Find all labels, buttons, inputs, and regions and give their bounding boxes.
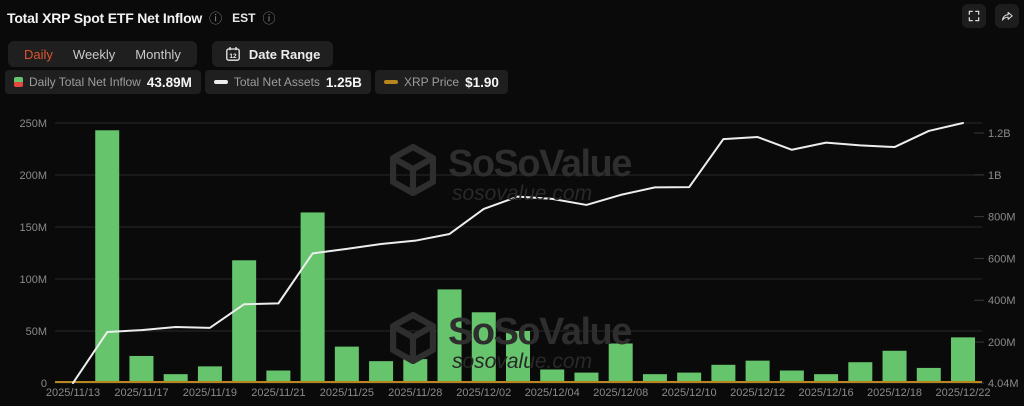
timezone-label: EST: [232, 11, 256, 25]
inflow-bar[interactable]: [745, 360, 770, 383]
inflow-bar[interactable]: [232, 260, 257, 383]
net-assets-line[interactable]: [72, 122, 964, 384]
x-axis-label: 2025/12/22: [935, 387, 990, 399]
header-buttons: [962, 4, 1019, 28]
right-axis-label: 200M: [988, 337, 1016, 349]
inflow-bar[interactable]: [574, 372, 599, 383]
date-range-button[interactable]: 12 Date Range: [211, 41, 334, 67]
tab-weekly[interactable]: Weekly: [72, 46, 116, 62]
net-assets-dash-icon: [213, 80, 228, 84]
legend-label: XRP Price: [403, 75, 460, 89]
inflow-bar[interactable]: [471, 312, 496, 383]
left-axis-label: 0: [41, 378, 47, 390]
x-axis-label: 2025/12/16: [799, 387, 854, 399]
share-icon: [1001, 11, 1013, 21]
inflow-bar[interactable]: [300, 212, 325, 383]
inflow-bar[interactable]: [197, 366, 222, 383]
inflow-bar[interactable]: [608, 343, 633, 383]
inflow-bar[interactable]: [779, 370, 804, 383]
inflow-bar[interactable]: [711, 364, 736, 383]
left-axis-label: 200M: [19, 170, 47, 182]
inflow-bar[interactable]: [129, 355, 154, 383]
inflow-bar[interactable]: [266, 370, 291, 383]
legend-label: Daily Total Net Inflow: [29, 75, 141, 89]
left-axis-label: 150M: [19, 222, 47, 234]
controls-row: Daily Weekly Monthly 12 Date Range: [8, 41, 334, 67]
inflow-bar[interactable]: [334, 346, 359, 383]
frequency-tabs: Daily Weekly Monthly: [8, 41, 197, 67]
svg-text:12: 12: [229, 53, 237, 60]
chart-area: 250M 200M 150M 100M 50M 0 1.2B 1B 800M 600M 400M 20…: [0, 100, 1024, 406]
right-axis-label: 1.2B: [988, 128, 1011, 140]
xrp-price-dash-icon: [383, 80, 398, 84]
tab-monthly[interactable]: Monthly: [135, 46, 181, 62]
left-axis-label: 50M: [26, 326, 47, 338]
fullscreen-button[interactable]: [962, 4, 986, 28]
right-axis-label: 600M: [988, 253, 1016, 265]
legend-value: 1.25B: [325, 74, 362, 90]
legend-value: $1.90: [465, 74, 499, 90]
inflow-bar[interactable]: [95, 130, 120, 383]
inflow-bar[interactable]: [642, 374, 667, 383]
right-axis-label: 800M: [988, 212, 1016, 224]
x-axis-label: 2025/12/12: [730, 387, 785, 399]
inflow-bar[interactable]: [540, 369, 565, 383]
inflow-bar[interactable]: [403, 359, 428, 383]
chart-legend: Daily Total Net Inflow 43.89M Total Net …: [5, 70, 508, 94]
inflow-bar[interactable]: [848, 362, 873, 383]
tab-daily[interactable]: Daily: [24, 46, 53, 62]
inflow-bar[interactable]: [814, 374, 839, 383]
legend-value: 43.89M: [146, 74, 192, 90]
inflow-bar[interactable]: [677, 372, 702, 383]
x-axis-label: 2025/11/19: [183, 387, 237, 399]
inflow-bar[interactable]: [369, 361, 394, 383]
x-axis-label: 2025/12/18: [867, 387, 922, 399]
share-button[interactable]: [995, 4, 1019, 28]
inflow-bar[interactable]: [916, 367, 941, 383]
x-axis-label: 2025/11/21: [251, 387, 305, 399]
legend-label: Total Net Assets: [233, 75, 320, 89]
x-axis-label: 2025/12/02: [456, 387, 511, 399]
x-axis-label: 2025/11/28: [388, 387, 442, 399]
inflow-bar[interactable]: [506, 331, 530, 383]
x-axis-label: 2025/11/25: [320, 387, 374, 399]
x-axis-label: 2025/12/10: [662, 387, 717, 399]
x-axis-label: 2025/11/13: [46, 387, 100, 399]
header: Total XRP Spot ETF Net Inflow ⓘ EST ⓘ: [7, 7, 276, 29]
x-axis-label: 2025/12/08: [593, 387, 648, 399]
inflow-bar[interactable]: [951, 337, 975, 383]
left-axis-label: 100M: [19, 274, 47, 286]
combo-chart: 250M 200M 150M 100M 50M 0 1.2B 1B 800M 600M 400M 20…: [19, 118, 1019, 399]
timezone-info-icon[interactable]: ⓘ: [262, 10, 276, 26]
page-title: Total XRP Spot ETF Net Inflow: [7, 10, 203, 26]
legend-item-net-inflow[interactable]: Daily Total Net Inflow 43.89M: [5, 70, 201, 94]
x-axis-label: 2025/11/17: [114, 387, 168, 399]
left-axis-label: 250M: [19, 118, 47, 130]
x-axis-label: 2025/12/04: [525, 387, 580, 399]
legend-item-xrp-price[interactable]: XRP Price $1.90: [374, 70, 508, 94]
right-axis-label: 400M: [988, 295, 1016, 307]
title-info-icon[interactable]: ⓘ: [209, 10, 223, 26]
date-range-label: Date Range: [248, 46, 321, 62]
calendar-icon: 12: [225, 47, 240, 61]
net-inflow-candle-icon: [14, 77, 23, 87]
legend-item-net-assets[interactable]: Total Net Assets 1.25B: [204, 70, 371, 94]
right-axis-label: 1B: [988, 170, 1001, 182]
inflow-bar[interactable]: [882, 350, 907, 383]
inflow-bar[interactable]: [437, 289, 462, 383]
fullscreen-icon: [968, 10, 980, 22]
right-axis-label: 4.04M: [988, 378, 1019, 390]
inflow-bar[interactable]: [163, 374, 188, 383]
